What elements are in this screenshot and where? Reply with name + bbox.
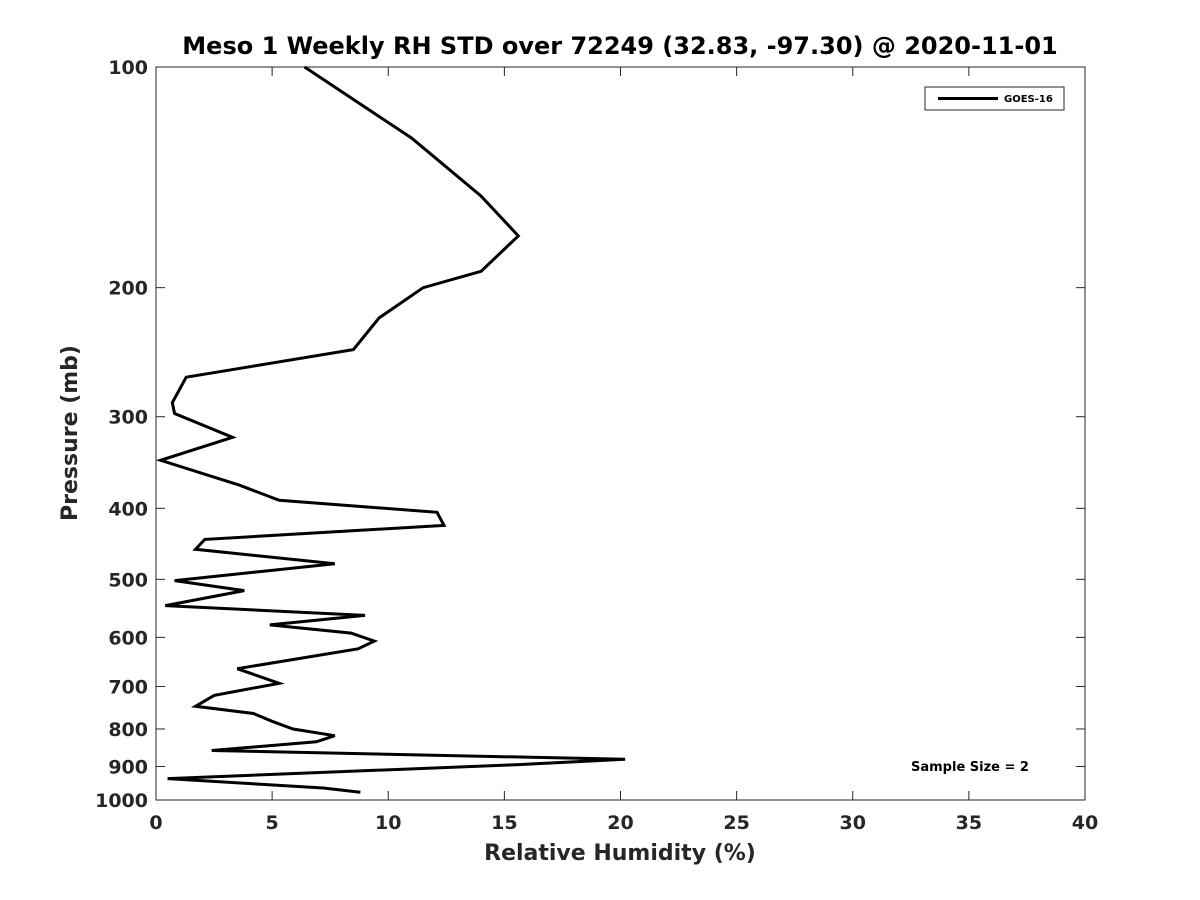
y-tick-label: 1000 (95, 790, 148, 812)
y-axis-label: Pressure (mb) (58, 345, 83, 521)
x-tick-label: 20 (607, 812, 633, 834)
y-tick-label: 800 (108, 719, 148, 741)
y-tick-label: 700 (108, 676, 148, 698)
y-tick-label: 300 (108, 407, 148, 429)
x-tick-label: 15 (491, 812, 517, 834)
y-tick-label: 900 (108, 756, 148, 778)
legend: GOES-16 (924, 86, 1065, 111)
legend-label-goes-16: GOES-16 (1004, 94, 1053, 105)
y-axis-ticks: 100 200 300 400 500 600 700 800 900 1000 (95, 57, 1085, 812)
y-tick-label: 200 (108, 278, 148, 300)
x-tick-label: 40 (1072, 812, 1098, 834)
x-tick-label: 5 (266, 812, 279, 834)
x-axis-ticks: 0 5 10 15 20 25 30 35 40 (149, 67, 1098, 834)
x-tick-label: 25 (723, 812, 749, 834)
x-tick-label: 10 (375, 812, 401, 834)
y-tick-label: 100 (108, 57, 148, 79)
x-tick-label: 0 (149, 812, 162, 834)
y-tick-label: 600 (108, 627, 148, 649)
axes (155, 66, 1086, 801)
y-tick-label: 400 (108, 498, 148, 520)
plot-box (155, 66, 1086, 801)
sample-size-annotation: Sample Size = 2 (911, 760, 1029, 775)
series-line-goes-16 (155, 65, 626, 794)
x-tick-label: 35 (956, 812, 982, 834)
x-tick-label: 30 (840, 812, 866, 834)
chart-title: Meso 1 Weekly RH STD over 72249 (32.83, … (182, 32, 1057, 60)
y-tick-label: 500 (108, 569, 148, 591)
x-axis-label: Relative Humidity (%) (484, 841, 756, 866)
